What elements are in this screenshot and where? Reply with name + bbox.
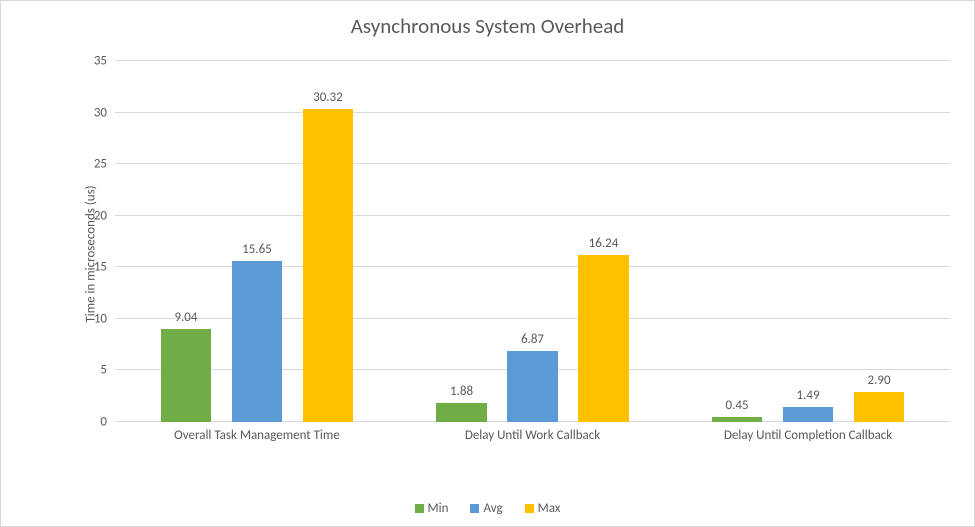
- legend-swatch: [525, 504, 534, 513]
- y-tick-label: 15: [94, 260, 115, 275]
- bar-value-label: 2.90: [867, 373, 890, 388]
- x-category-label: Delay Until Work Callback: [465, 428, 600, 443]
- bar: 1.49: [783, 407, 833, 422]
- bar: 9.04: [161, 329, 211, 422]
- bar: 16.24: [578, 255, 628, 423]
- chart-body: Time in microseconds (us) 05101520253035…: [79, 61, 950, 446]
- bar-value-label: 0.45: [726, 398, 749, 413]
- legend-label: Max: [538, 501, 561, 516]
- bar-value-label: 1.49: [797, 388, 820, 403]
- bar-value-label: 9.04: [174, 310, 197, 325]
- bar-value-label: 6.87: [521, 332, 544, 347]
- gridline: [115, 215, 950, 216]
- legend-label: Avg: [483, 501, 502, 516]
- chart-title: Asynchronous System Overhead: [1, 1, 974, 49]
- y-axis-label: Time in microseconds (us): [84, 185, 99, 322]
- plot-area: 051015202530359.0415.6530.32Overall Task…: [115, 61, 950, 422]
- x-category-label: Overall Task Management Time: [174, 428, 340, 443]
- x-category-label: Delay Until Completion Callback: [724, 428, 892, 443]
- y-tick-label: 30: [94, 105, 115, 120]
- y-tick-label: 20: [94, 208, 115, 223]
- y-tick-label: 10: [94, 311, 115, 326]
- bar: 2.90: [854, 392, 904, 422]
- legend-swatch: [415, 504, 424, 513]
- bar-value-label: 16.24: [589, 236, 619, 251]
- legend-swatch: [470, 504, 479, 513]
- y-tick-label: 35: [94, 54, 115, 69]
- legend: Min Avg Max: [1, 501, 974, 516]
- chart-container: Asynchronous System Overhead Time in mic…: [0, 0, 975, 527]
- legend-item: Avg: [470, 501, 502, 516]
- gridline: [115, 112, 950, 113]
- bar: 6.87: [507, 351, 557, 422]
- bar: 30.32: [303, 109, 353, 422]
- bar: 15.65: [232, 261, 282, 422]
- legend-label: Min: [428, 501, 449, 516]
- y-tick-label: 5: [100, 363, 115, 378]
- gridline: [115, 60, 950, 61]
- y-tick-label: 0: [100, 415, 115, 430]
- bar-value-label: 1.88: [450, 384, 473, 399]
- legend-item: Min: [415, 501, 449, 516]
- bar-value-label: 30.32: [313, 90, 343, 105]
- bar: 1.88: [436, 403, 486, 422]
- legend-item: Max: [525, 501, 561, 516]
- gridline: [115, 163, 950, 164]
- y-tick-label: 25: [94, 157, 115, 172]
- bar-value-label: 15.65: [242, 242, 272, 257]
- bar: 0.45: [712, 417, 762, 422]
